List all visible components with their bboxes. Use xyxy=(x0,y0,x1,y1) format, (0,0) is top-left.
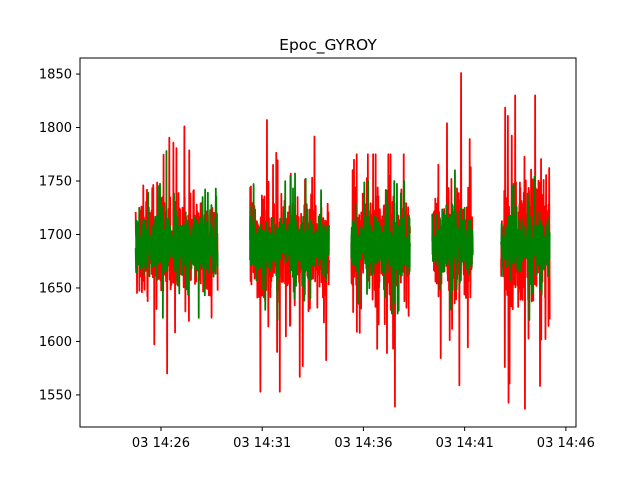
series-line-segment xyxy=(431,169,474,311)
series-green xyxy=(134,150,551,321)
x-tick-label: 03 14:26 xyxy=(132,436,190,451)
y-tick-label: 1750 xyxy=(39,175,72,190)
series-line-segment xyxy=(134,150,219,319)
x-tick-label: 03 14:41 xyxy=(436,436,494,451)
y-tick-label: 1850 xyxy=(39,68,72,83)
chart-title: Epoc_GYROY xyxy=(279,36,377,55)
series-line-segment xyxy=(500,175,551,321)
y-tick-label: 1800 xyxy=(39,121,72,136)
plot-frame xyxy=(79,57,577,428)
series-layer xyxy=(134,72,551,410)
axes-layer: 1550 1600 1650 1700 1750 1800 1850 03 14:26 03 1… xyxy=(39,68,595,451)
y-tick-label: 1650 xyxy=(39,281,72,296)
x-tick-label: 03 14:31 xyxy=(233,436,291,451)
y-tick-label: 1600 xyxy=(39,335,72,350)
y-tick-label: 1550 xyxy=(39,388,72,403)
series-line-segment xyxy=(249,172,330,321)
y-tick-label: 1700 xyxy=(39,228,72,243)
x-tick-label: 03 14:46 xyxy=(537,436,595,451)
x-tick-label: 03 14:36 xyxy=(334,436,392,451)
series-line-segment xyxy=(350,180,411,315)
